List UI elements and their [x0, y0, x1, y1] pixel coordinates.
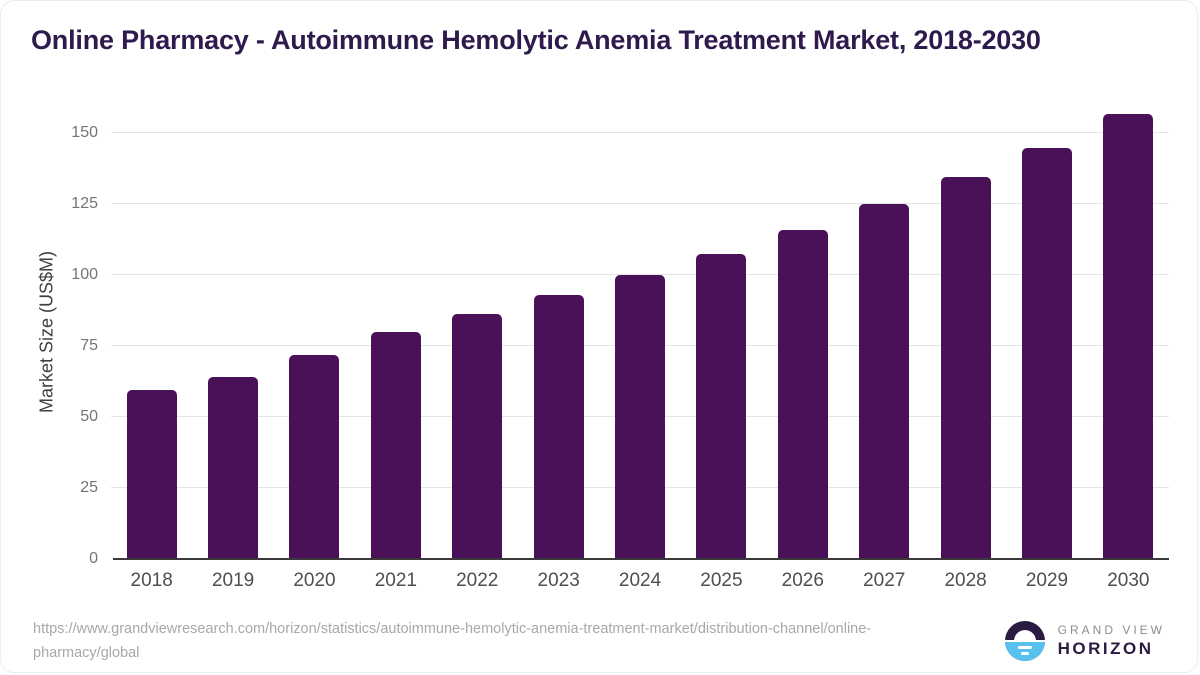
- bar-column-2022: [437, 105, 518, 559]
- bar-2030: [1103, 113, 1154, 559]
- page-title: Online Pharmacy - Autoimmune Hemolytic A…: [31, 25, 1041, 55]
- bar-2027: [859, 204, 910, 559]
- plot-area: 0 25 50 75 100 125 150: [71, 105, 1169, 567]
- x-tick-label-2028: 2028: [944, 570, 987, 591]
- bar-column-2029: [1006, 105, 1087, 559]
- bar-column-2025: [681, 105, 762, 559]
- bar-column-2026: [762, 105, 843, 559]
- gridline-150: [111, 132, 1169, 134]
- horizon-sunset-icon: [1004, 621, 1045, 661]
- y-tick-label-75: 75: [80, 337, 98, 355]
- bar-column-2024: [599, 105, 680, 559]
- bars-row: [111, 105, 1169, 559]
- bar-2026: [777, 229, 828, 559]
- bar-2024: [615, 275, 666, 559]
- bar-column-2027: [844, 105, 925, 559]
- y-tick-label-50: 50: [80, 408, 98, 426]
- bar-2023: [533, 295, 584, 559]
- logo-brand-line1: GRAND VIEW: [1057, 623, 1165, 637]
- x-tick-label-2024: 2024: [618, 570, 662, 591]
- bar-column-2023: [518, 105, 599, 559]
- x-tick-label-2026: 2026: [781, 570, 824, 591]
- x-tick-label-2022: 2022: [456, 570, 499, 591]
- logo-brand-line2: HORIZON: [1057, 639, 1154, 658]
- bar-2019: [208, 377, 259, 559]
- x-axis-line: [113, 558, 1169, 560]
- x-tick-label-2021: 2021: [374, 570, 417, 591]
- x-tick-label-2029: 2029: [1025, 570, 1069, 591]
- y-tick-label-150: 150: [71, 124, 98, 142]
- x-tick-label-2020: 2020: [293, 570, 336, 591]
- bar-column-2021: [355, 105, 436, 559]
- y-axis-title: Market Size (US$M): [36, 250, 57, 414]
- x-axis-labels: 2018 2019 2020 2021 2022 2023 2024 2025 2026 2027…: [111, 570, 1169, 592]
- gridline-100: [111, 274, 1169, 276]
- x-tick-label-2025: 2025: [700, 570, 743, 591]
- bar-2022: [452, 313, 503, 559]
- chart-region: 0 25 50 75 100 125 150 2018 2019 2020 2021 2022 202…: [71, 105, 1169, 591]
- y-tick-label-100: 100: [71, 266, 98, 284]
- bar-2028: [940, 177, 991, 559]
- bar-2021: [370, 332, 421, 559]
- bar-column-2018: [111, 105, 192, 559]
- bar-2025: [696, 253, 747, 559]
- bar-column-2030: [1088, 105, 1169, 559]
- y-tick-label-25: 25: [80, 479, 98, 497]
- logo-wordmark: GRAND VIEW HORIZON: [1058, 623, 1165, 659]
- x-tick-label-2027: 2027: [863, 570, 906, 591]
- y-tick-label-125: 125: [71, 195, 98, 213]
- x-tick-label-2023: 2023: [537, 570, 580, 591]
- source-url: https://www.grandviewresearch.com/horizo…: [33, 621, 872, 661]
- bar-2018: [126, 390, 177, 559]
- x-tick-label-2030: 2030: [1107, 570, 1150, 591]
- bar-2020: [289, 354, 340, 559]
- bar-column-2020: [274, 105, 355, 559]
- grand-view-horizon-logo: GRAND VIEW HORIZON: [1004, 619, 1165, 663]
- bar-column-2019: [192, 105, 273, 559]
- gridline-125: [111, 203, 1169, 205]
- bar-column-2028: [925, 105, 1006, 559]
- x-tick-label-2019: 2019: [211, 570, 255, 591]
- bar-2029: [1021, 147, 1072, 559]
- y-tick-label-0: 0: [89, 550, 98, 567]
- x-tick-label-2018: 2018: [130, 570, 173, 591]
